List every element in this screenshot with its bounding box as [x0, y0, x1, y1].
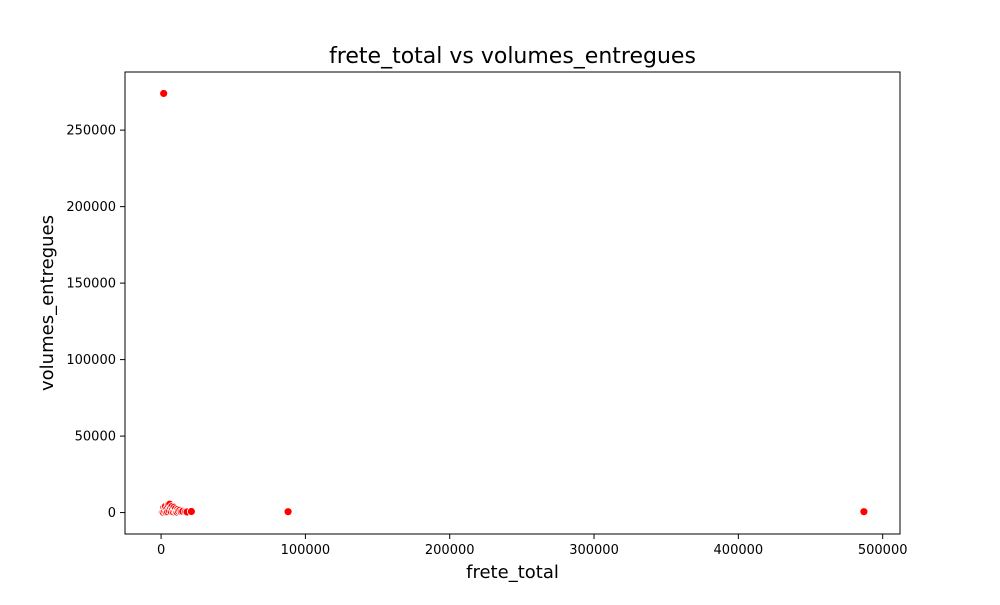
- data-point: [186, 507, 196, 516]
- y-axis-ticks: 0 50000 100000 150000 200000 250000: [66, 124, 125, 521]
- data-points-layer: [156, 89, 869, 517]
- data-point: [283, 507, 293, 517]
- y-tick-label: 200000: [66, 200, 116, 215]
- y-tick-label: 250000: [66, 124, 116, 139]
- x-tick-label: 0: [157, 543, 165, 558]
- y-tick-label: 150000: [66, 277, 116, 292]
- y-tick-label: 100000: [66, 353, 116, 368]
- x-tick-label: 300000: [569, 543, 619, 558]
- x-tick-label: 400000: [714, 543, 764, 558]
- x-tick-label: 200000: [425, 543, 475, 558]
- plot-frame: [124, 71, 901, 535]
- data-point: [859, 507, 869, 517]
- x-axis-label: frete_total: [466, 562, 559, 583]
- y-tick-label: 0: [108, 506, 116, 521]
- x-tick-label: 100000: [281, 543, 331, 558]
- chart-title: frete_total vs volumes_entregues: [329, 44, 696, 69]
- data-point: [159, 89, 169, 98]
- y-tick-label: 50000: [75, 430, 116, 445]
- x-tick-label: 500000: [858, 543, 908, 558]
- y-axis-label: volumes_entregues: [37, 215, 58, 391]
- x-axis-ticks: 0 100000 200000 300000 400000 500000: [157, 534, 908, 558]
